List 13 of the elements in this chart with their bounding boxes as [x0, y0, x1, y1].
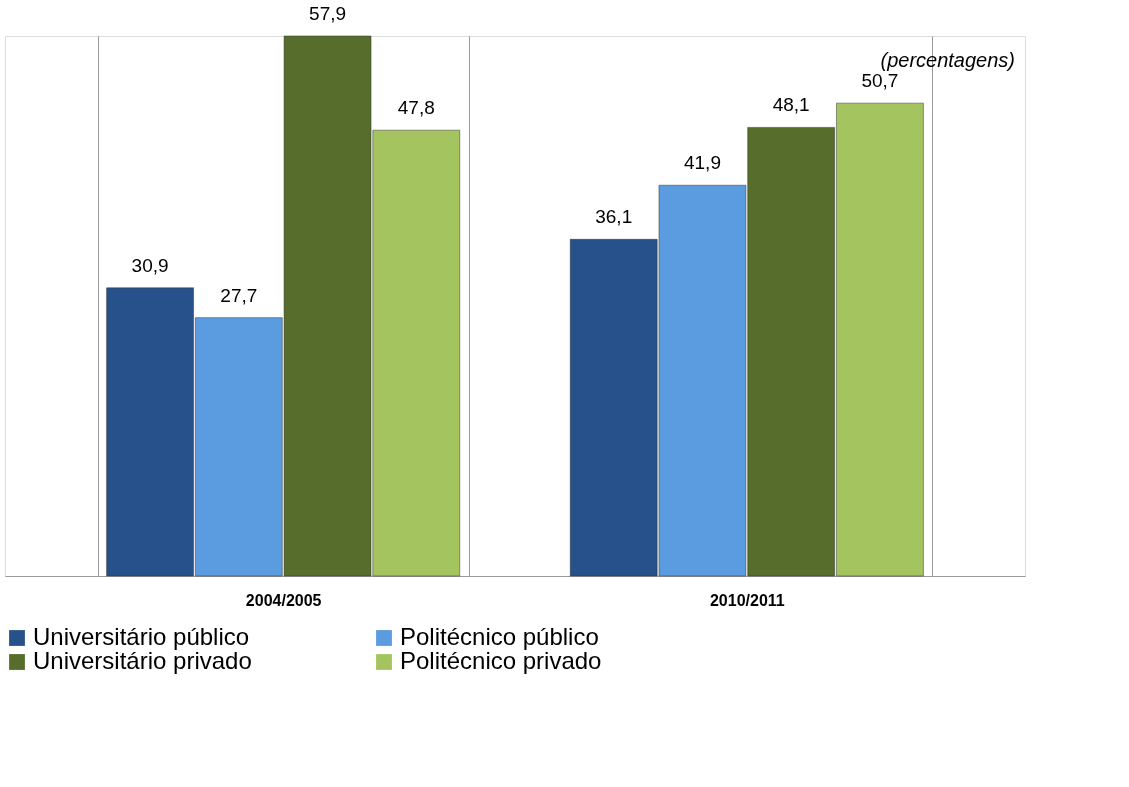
data-label: 50,7 [861, 70, 899, 92]
data-label: 57,9 [309, 3, 347, 24]
data-label: 41,9 [683, 152, 721, 174]
data-label: 47,8 [397, 97, 435, 119]
x-tick-label: 2004/2005 [245, 591, 322, 609]
data-label: 30,9 [131, 254, 169, 276]
data-label: 48,1 [772, 94, 810, 116]
annotation: (percentagens) [880, 49, 1015, 71]
data-label: 27,7 [220, 284, 258, 306]
legend-label: Politécnico público [400, 623, 599, 650]
legend-label: Universitário público [33, 623, 250, 650]
x-tick-label: 2010/2011 [709, 591, 785, 609]
data-label: 36,1 [595, 206, 633, 228]
